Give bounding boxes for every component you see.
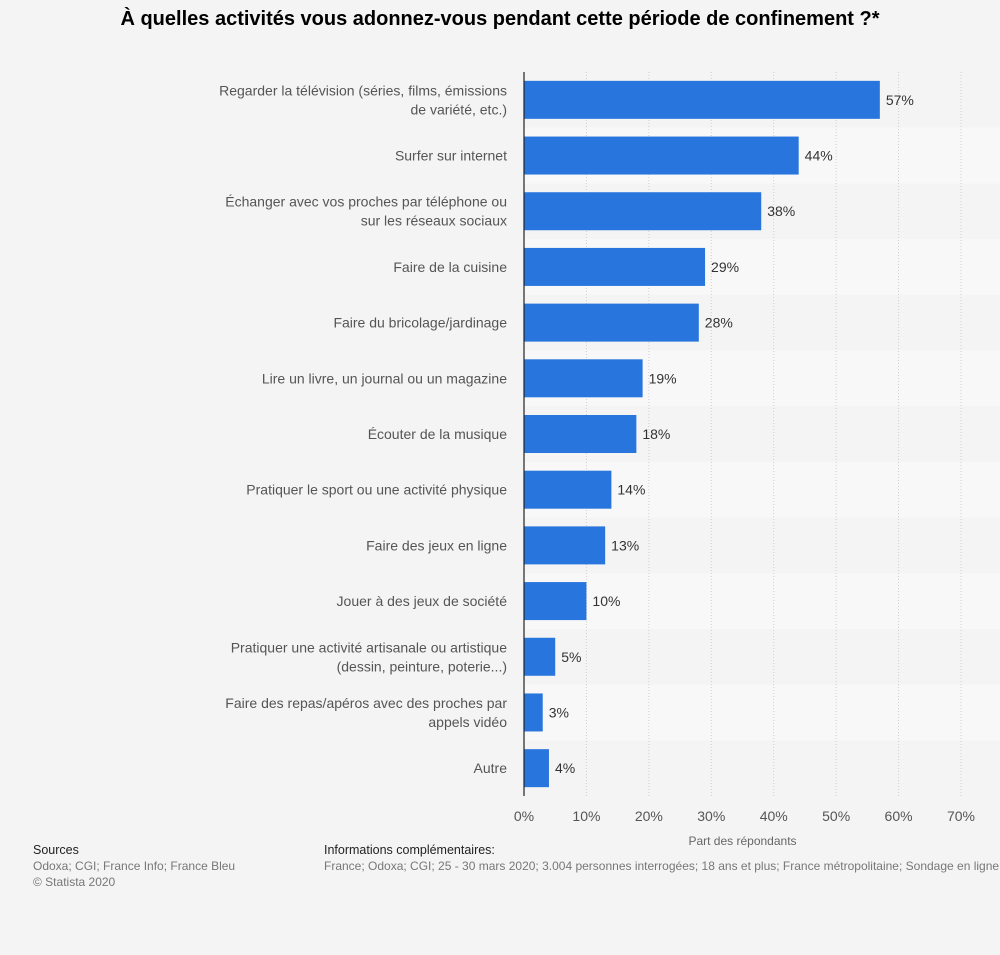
bar <box>524 136 799 175</box>
sources-line-2: © Statista 2020 <box>33 875 116 889</box>
row-band <box>524 684 1000 741</box>
bar <box>524 415 637 453</box>
bar <box>524 359 643 398</box>
category-label: Faire du bricolage/jardinage <box>333 315 507 331</box>
x-tick-label: 20% <box>635 808 663 824</box>
data-label: 44% <box>805 148 833 164</box>
data-label: 19% <box>649 370 677 386</box>
category-label: Faire des repas/apéros avec des proches … <box>225 695 507 730</box>
category-label: Regarder la télévision (séries, films, é… <box>219 82 507 117</box>
category-label: Écouter de la musique <box>368 426 508 442</box>
x-tick-label: 0% <box>514 808 534 824</box>
data-label: 5% <box>561 649 581 665</box>
x-tick-label: 60% <box>885 808 913 824</box>
data-label: 13% <box>611 537 639 553</box>
category-label: Lire un livre, un journal ou un magazine <box>262 370 507 386</box>
bar <box>524 470 612 509</box>
x-tick-label: 50% <box>822 808 850 824</box>
sources-block: Sources Odoxa; CGI; France Info; France … <box>33 842 235 890</box>
bar <box>524 303 699 342</box>
row-band <box>524 573 1000 629</box>
category-label: Échanger avec vos proches par téléphone … <box>225 194 507 229</box>
bar <box>524 192 762 231</box>
bar <box>524 582 587 621</box>
bar <box>524 637 556 676</box>
data-label: 4% <box>555 760 575 776</box>
bar <box>524 247 706 286</box>
category-label: Autre <box>474 760 508 776</box>
info-text: France; Odoxa; CGI; 25 - 30 mars 2020; 3… <box>324 859 1000 873</box>
chart-area: 57% Regarder la télévision (séries, films… <box>219 72 1000 848</box>
bar <box>524 526 606 565</box>
data-label: 57% <box>886 92 914 108</box>
data-label: 18% <box>642 426 670 442</box>
bar-chart: 57% Regarder la télévision (séries, films… <box>219 72 1000 848</box>
x-tick-label: 40% <box>760 808 788 824</box>
x-axis-title: Part des répondants <box>688 834 796 848</box>
category-label: Jouer à des jeux de société <box>337 593 508 609</box>
x-tick-label: 70% <box>947 808 975 824</box>
category-label: Pratiquer une activité artisanale ou art… <box>231 639 507 674</box>
category-label: Pratiquer le sport ou une activité physi… <box>246 482 507 498</box>
sources-title: Sources <box>33 843 79 857</box>
bar <box>524 749 549 788</box>
bar <box>524 693 543 732</box>
data-label: 14% <box>617 482 645 498</box>
bar <box>524 80 880 119</box>
x-tick-label: 10% <box>572 808 600 824</box>
data-label: 10% <box>592 593 620 609</box>
category-label: Surfer sur internet <box>395 148 507 164</box>
category-label: Faire de la cuisine <box>393 259 507 275</box>
info-block: Informations complémentaires: France; Od… <box>324 842 1000 874</box>
x-tick-label: 30% <box>697 808 725 824</box>
data-label: 3% <box>549 704 569 720</box>
info-title: Informations complémentaires: <box>324 843 495 857</box>
data-label: 29% <box>711 259 739 275</box>
category-label: Faire des jeux en ligne <box>366 537 507 553</box>
data-label: 38% <box>767 203 795 219</box>
data-label: 28% <box>705 315 733 331</box>
sources-line-1: Odoxa; CGI; France Info; France Bleu <box>33 859 236 873</box>
chart-title: À quelles activités vous adonnez-vous pe… <box>120 8 880 30</box>
